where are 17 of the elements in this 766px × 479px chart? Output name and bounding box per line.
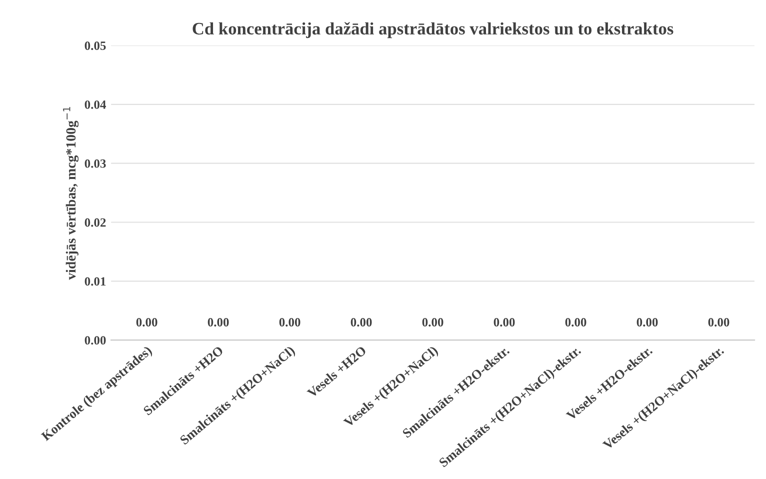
data-label: 0.00 — [350, 318, 372, 326]
data-label: 0.00 — [494, 318, 515, 326]
data-label: 0.00 — [636, 318, 658, 326]
y-tick-label: 0.01 — [84, 277, 106, 286]
y-tick-label: 0.02 — [84, 218, 106, 227]
y-tick-label: 0.03 — [84, 159, 106, 168]
data-label: 0.00 — [208, 318, 229, 326]
data-label: 0.00 — [708, 318, 730, 326]
y-tick-label: 0.05 — [84, 42, 106, 50]
y-axis-title: vidējās vērtības, mcg*100g$^{−1}$ — [63, 107, 79, 280]
y-tick-label: 0.04 — [84, 100, 106, 109]
data-label: 0.00 — [136, 318, 158, 326]
data-label: 0.00 — [565, 318, 586, 326]
chart-title: Cd koncentrācija dažādi apstrādātos valriekstos un to ekstraktos — [192, 22, 674, 38]
data-label: 0.00 — [422, 318, 444, 326]
data-label: 0.00 — [279, 318, 300, 326]
y-tick-label: 0.00 — [84, 336, 106, 345]
